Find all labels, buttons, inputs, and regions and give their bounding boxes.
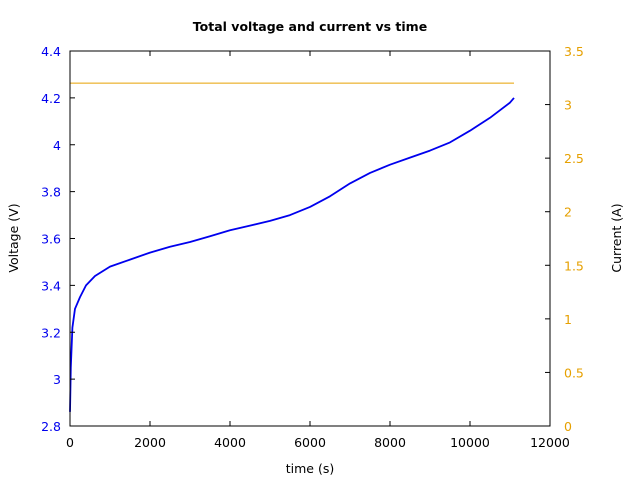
y-tick-label: 3 bbox=[53, 372, 61, 387]
x-tick-label: 12000 bbox=[530, 435, 570, 450]
x-tick-label: 6000 bbox=[294, 435, 326, 450]
plot-frame bbox=[69, 50, 551, 427]
x-tick-label: 4000 bbox=[214, 435, 246, 450]
x-tick-label: 8000 bbox=[374, 435, 406, 450]
y-tick-label: 2.8 bbox=[41, 419, 61, 434]
y2-tick-label: 2.5 bbox=[564, 151, 584, 166]
chart-title: Total voltage and current vs time bbox=[193, 19, 427, 34]
y2-axis-label: Current (A) bbox=[609, 203, 624, 272]
x-tick-label: 10000 bbox=[450, 435, 490, 450]
plot-area: 0 2000 4000 6000 8000 10000 12000 2.8 3 3.2 3.4 3.6… bbox=[41, 44, 584, 450]
y2-tick-label: 1 bbox=[564, 312, 572, 327]
y-tick-label: 4.2 bbox=[41, 91, 61, 106]
y-tick-label: 3.4 bbox=[41, 278, 61, 293]
x-tick-label: 2000 bbox=[134, 435, 166, 450]
y2-tick-label: 0.5 bbox=[564, 365, 584, 380]
y-tick-label: 3.8 bbox=[41, 185, 61, 200]
y2-tick-label: 0 bbox=[564, 419, 572, 434]
y-tick-label: 3.2 bbox=[41, 325, 61, 340]
y2-tick-label: 3 bbox=[564, 98, 572, 113]
y2-tick-label: 2 bbox=[564, 205, 572, 220]
y2-tick-label: 1.5 bbox=[564, 258, 584, 273]
voltage-series-line bbox=[69, 97, 515, 412]
y2-tick-label: 3.5 bbox=[564, 44, 584, 59]
y-tick-label: 3.6 bbox=[41, 232, 61, 247]
y-axis-label: Voltage (V) bbox=[6, 203, 21, 272]
x-axis-label: time (s) bbox=[286, 461, 334, 476]
y-tick-label: 4.4 bbox=[41, 44, 61, 59]
y-tick-label: 4 bbox=[53, 138, 61, 153]
x-tick-label: 0 bbox=[66, 435, 74, 450]
